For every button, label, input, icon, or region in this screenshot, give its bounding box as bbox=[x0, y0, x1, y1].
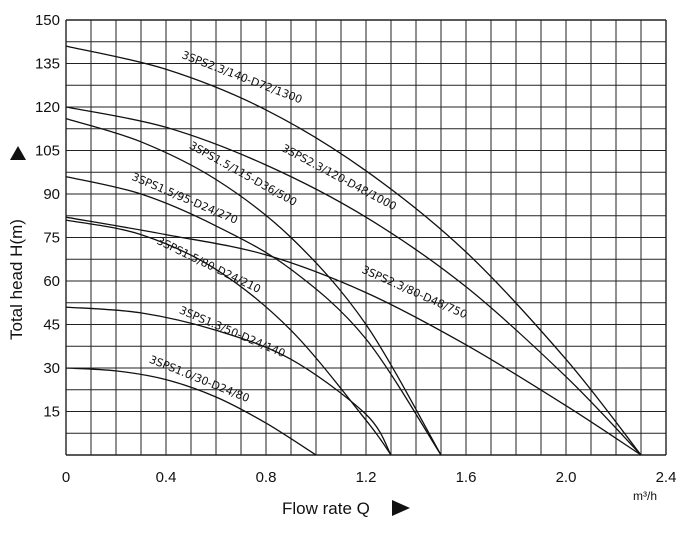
performance-curve bbox=[65, 45, 642, 456]
x-tick-label: 1.2 bbox=[356, 469, 377, 486]
curve-label: 3SPS2.3/80-D48/750 bbox=[360, 263, 469, 321]
curve-labels: 3SPS2.3/140-D72/13003SPS2.3/120-D48/1000… bbox=[130, 48, 469, 405]
performance-curve bbox=[65, 306, 392, 456]
performance-curve bbox=[65, 216, 642, 456]
y-tick-label: 105 bbox=[35, 143, 60, 160]
grid bbox=[65, 19, 667, 456]
x-tick-label: 2.0 bbox=[556, 469, 577, 486]
performance-curve bbox=[65, 175, 442, 456]
performance-curve bbox=[65, 106, 642, 456]
performance-curve bbox=[65, 219, 392, 456]
x-tick-label: 0 bbox=[62, 469, 70, 486]
y-tick-label: 30 bbox=[43, 360, 60, 377]
x-tick-label: 1.6 bbox=[456, 469, 477, 486]
y-tick-label: 60 bbox=[43, 273, 60, 290]
y-tick-label: 45 bbox=[43, 317, 60, 334]
performance-curve bbox=[65, 117, 442, 456]
curve-label: 3SPS1.3/50-D24/140 bbox=[177, 304, 287, 360]
y-tick-label: 75 bbox=[43, 230, 60, 247]
y-tick-label: 15 bbox=[43, 404, 60, 421]
x-tick-label: 2.4 bbox=[656, 469, 677, 486]
y-tick-label: 90 bbox=[43, 186, 60, 203]
curves bbox=[65, 45, 642, 456]
y-tick-label: 150 bbox=[35, 12, 60, 29]
y-axis-arrow-icon bbox=[10, 146, 26, 160]
tick-labels: 0 0.4 0.8 1.2 1.6 2.0 2.4 15 30 45 60 75 90 105 120 135… bbox=[35, 12, 676, 486]
curve-label: 3SPS1.5/80-D24/210 bbox=[155, 234, 263, 296]
y-tick-label: 135 bbox=[35, 56, 60, 73]
x-axis-arrow-icon bbox=[392, 500, 410, 516]
y-axis-title: Total head H(m) bbox=[7, 219, 26, 340]
x-tick-label: 0.4 bbox=[156, 469, 177, 486]
x-axis-title: Flow rate Q bbox=[282, 499, 370, 518]
x-axis-unit: m³/h bbox=[633, 489, 657, 503]
x-tick-label: 0.8 bbox=[256, 469, 277, 486]
curve-label: 3SPS1.5/95-D24/270 bbox=[130, 170, 240, 226]
y-tick-label: 120 bbox=[35, 99, 60, 116]
performance-curve bbox=[65, 367, 317, 456]
